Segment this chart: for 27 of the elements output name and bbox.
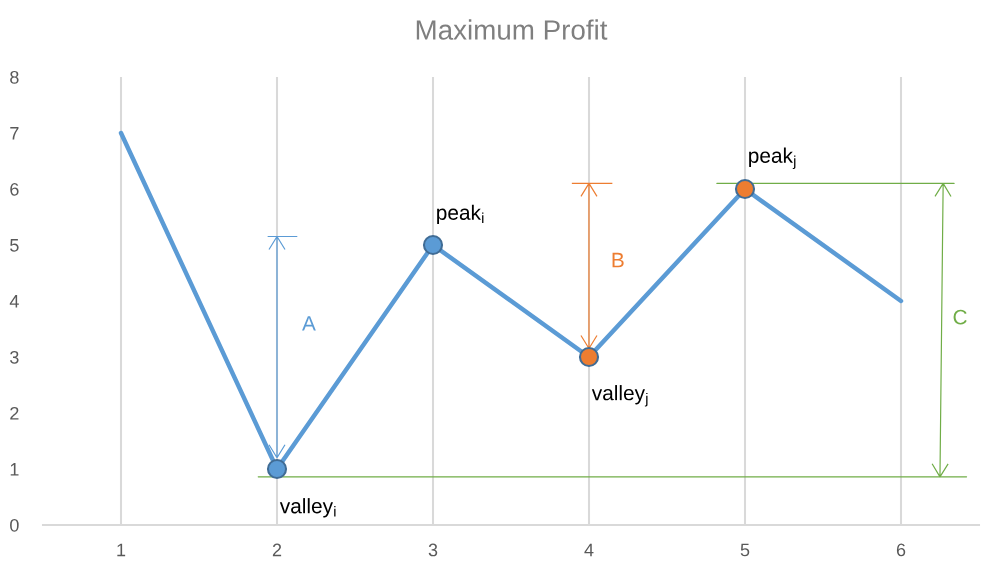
- point: [266, 458, 288, 480]
- annotation: valley$_{i}$: [279, 498, 336, 518]
- y-tick-label: 4: [9, 295, 19, 308]
- y-tick-label: 1: [10, 463, 19, 476]
- y-tick-label: 6: [10, 182, 19, 196]
- annotation: valley$_{j}$: [591, 385, 648, 407]
- y-tick-label: 0: [10, 518, 19, 532]
- annotation: C: [953, 309, 967, 325]
- x-tick-label: 3: [428, 543, 438, 557]
- x-tick-label: 5: [740, 543, 750, 557]
- y-tick-label: 5: [10, 239, 19, 252]
- y-tick-label: 2: [10, 406, 19, 420]
- annotation: peak$_{j}$: [749, 147, 796, 170]
- y-tick-label: 8: [10, 70, 19, 84]
- x-tick-label: 4: [584, 543, 594, 557]
- point: [578, 346, 600, 368]
- point: [422, 234, 444, 256]
- y-tick-label: 3: [10, 350, 19, 364]
- x-tick-label: 2: [272, 543, 282, 557]
- point: [734, 178, 756, 200]
- annotation: B: [612, 252, 624, 268]
- x-tick-label: 6: [896, 543, 906, 557]
- x-tick-label: 1: [117, 543, 126, 557]
- chart-title: Maximum Profit: [416, 19, 608, 40]
- annotation: peak$_{i}$: [437, 204, 484, 225]
- annotation: A: [302, 316, 316, 331]
- y-tick-label: 7: [10, 127, 19, 140]
